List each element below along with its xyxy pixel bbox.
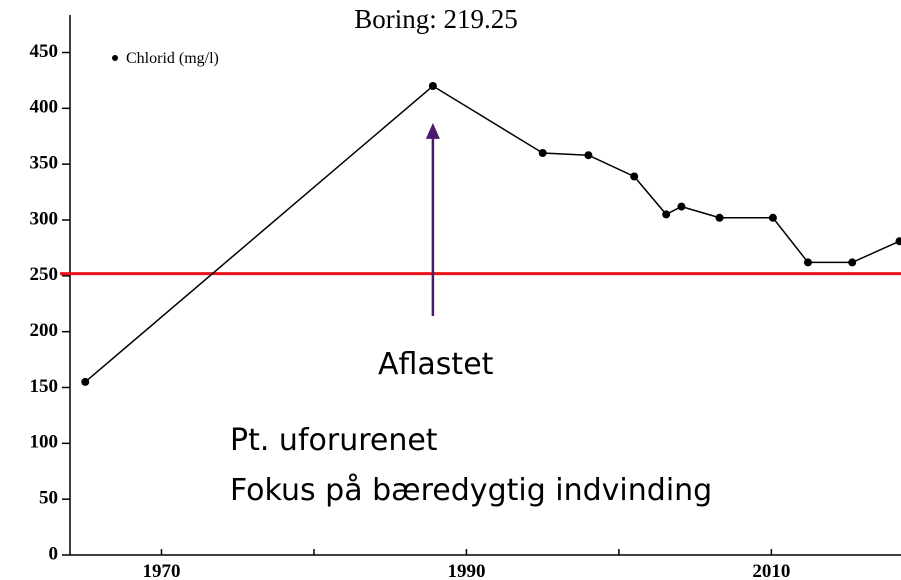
data-line	[84, 85, 900, 383]
legend-marker	[112, 55, 118, 61]
y-tick-label: 150	[30, 376, 59, 397]
y-tick-label: 350	[30, 153, 59, 174]
data-point	[848, 258, 857, 267]
y-tick-label: 200	[30, 320, 59, 341]
data-point	[715, 213, 724, 222]
chart-title: Boring: 219.25	[354, 4, 518, 34]
data-point	[630, 172, 639, 181]
y-tick-label: 300	[30, 208, 59, 229]
y-tick-label: 50	[39, 488, 58, 509]
annotation: Fokus på bæredygtig indvinding	[230, 473, 712, 508]
data-point	[768, 213, 777, 222]
x-tick-label: 1990	[447, 561, 485, 580]
data-point	[677, 202, 686, 211]
y-tick-label: 450	[30, 41, 59, 62]
legend-label: Chlorid (mg/l)	[126, 50, 219, 67]
annotation: Aflastet	[378, 347, 494, 382]
y-tick-label: 400	[30, 97, 59, 118]
y-tick-label: 0	[49, 543, 59, 564]
data-point	[428, 82, 437, 90]
data-point	[662, 210, 671, 219]
data-point	[803, 258, 812, 267]
arrow-head	[425, 122, 440, 139]
data-point	[81, 377, 90, 386]
y-tick-label: 250	[30, 264, 59, 285]
y-tick-label: 100	[30, 432, 59, 453]
data-point	[895, 237, 901, 246]
annotation: Pt. uforurenet	[230, 423, 438, 458]
x-tick-label: 1970	[142, 561, 180, 580]
x-tick-label: 2010	[752, 561, 790, 580]
data-point	[584, 151, 593, 160]
data-point	[538, 149, 547, 157]
